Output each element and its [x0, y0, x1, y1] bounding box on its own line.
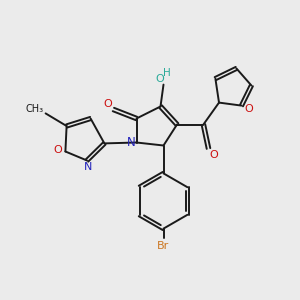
Text: O: O — [53, 145, 62, 155]
Text: CH₃: CH₃ — [25, 104, 43, 114]
Text: O: O — [155, 74, 164, 84]
Text: Br: Br — [158, 241, 169, 251]
Text: O: O — [244, 103, 253, 114]
Text: N: N — [127, 136, 136, 149]
Text: O: O — [209, 149, 218, 160]
Text: N: N — [83, 162, 92, 172]
Text: O: O — [103, 99, 112, 109]
Text: H: H — [163, 68, 170, 78]
